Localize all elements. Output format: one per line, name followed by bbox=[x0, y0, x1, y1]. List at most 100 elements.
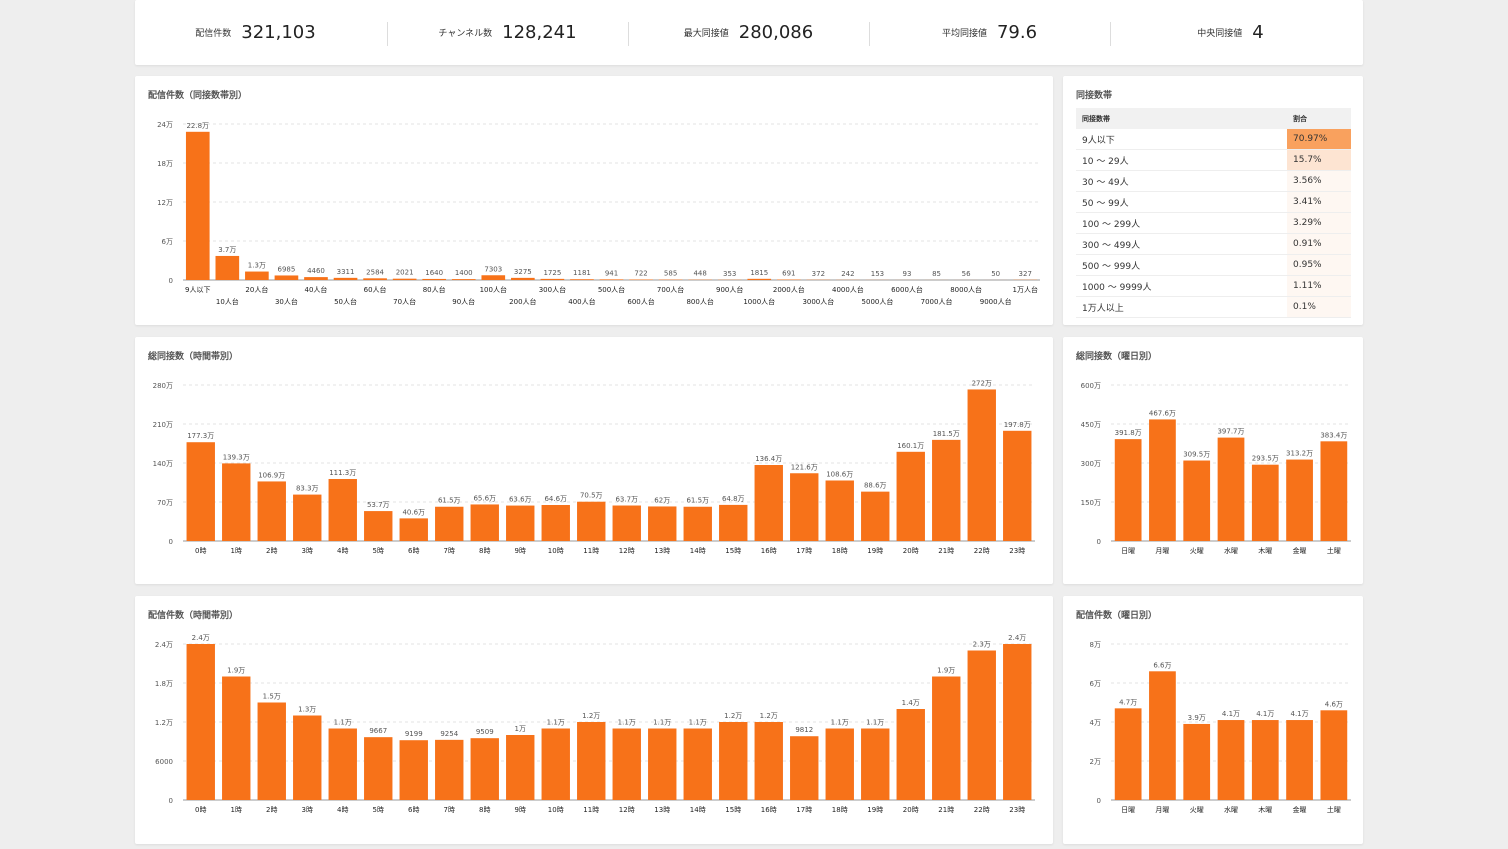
data-label: 1.3万 bbox=[248, 262, 266, 270]
bar bbox=[293, 494, 322, 541]
data-label: 372 bbox=[812, 270, 825, 278]
bar bbox=[506, 505, 535, 541]
chart-title: 総同接数（時間帯別） bbox=[148, 352, 239, 362]
bar bbox=[245, 271, 269, 280]
y-tick-label: 1.2万 bbox=[155, 719, 173, 727]
kpi-value: 79.6 bbox=[996, 22, 1038, 43]
x-tick-label: 13時 bbox=[654, 547, 670, 555]
x-tick-label: 土曜 bbox=[1327, 546, 1341, 555]
data-label: 4.6万 bbox=[1325, 700, 1343, 708]
kpi-max-viewers: 最大同接値 280,086 bbox=[628, 0, 869, 65]
bar bbox=[570, 279, 594, 280]
data-label: 1815 bbox=[750, 269, 768, 277]
bar bbox=[1149, 671, 1176, 800]
kpi-value: 4 bbox=[1252, 22, 1264, 43]
bar bbox=[470, 504, 499, 541]
dist-bar-chart: 0 6万 12万 18万 24万 22.8万 9人以下 3.7万 10人台 1.3万 20人台 698… bbox=[157, 121, 1040, 306]
band-cell: 1000 ～ 9999人 bbox=[1076, 275, 1287, 297]
data-label: 448 bbox=[693, 270, 706, 278]
x-tick-label: 16時 bbox=[761, 547, 777, 555]
data-label: 1.1万 bbox=[334, 719, 352, 727]
y-tick-label: 8万 bbox=[1090, 641, 1101, 649]
bar bbox=[790, 736, 819, 800]
kpi-label: チャンネル数 bbox=[438, 29, 493, 39]
bar bbox=[185, 131, 210, 280]
x-tick-label: 30人台 bbox=[275, 297, 298, 306]
x-tick-label: 土曜 bbox=[1327, 805, 1341, 814]
data-label: 1.1万 bbox=[547, 719, 565, 727]
data-label: 56 bbox=[962, 270, 971, 278]
x-tick-label: 18時 bbox=[832, 547, 848, 555]
column-header-share[interactable]: 割合 bbox=[1287, 108, 1351, 129]
bar bbox=[363, 278, 387, 280]
x-tick-label: 9000人台 bbox=[980, 297, 1012, 306]
kpi-channel-count: チャンネル数 128,241 bbox=[387, 0, 628, 65]
bar bbox=[540, 278, 565, 280]
data-label: 1.4万 bbox=[902, 699, 920, 707]
data-label: 64.6万 bbox=[544, 495, 567, 503]
kpi-stream-count: 配信件数 321,103 bbox=[135, 0, 376, 65]
bar bbox=[577, 722, 606, 800]
data-label: 242 bbox=[841, 270, 854, 278]
x-tick-label: 木曜 bbox=[1258, 805, 1272, 814]
hour-viewers-bar-chart: 0 70万 140万 210万 280万 177.3万 0時 139.3万 1時 106.9万 2時… bbox=[153, 379, 1035, 555]
data-label: 9509 bbox=[476, 728, 494, 736]
x-tick-label: 3時 bbox=[302, 806, 313, 814]
y-tick-label: 18万 bbox=[157, 160, 173, 168]
data-label: 53.7万 bbox=[367, 501, 390, 509]
bar bbox=[399, 518, 428, 541]
bar bbox=[612, 728, 641, 800]
data-label: 9667 bbox=[369, 727, 387, 735]
data-label: 61.5万 bbox=[438, 497, 461, 505]
data-label: 1.1万 bbox=[689, 719, 707, 727]
x-tick-label: 4時 bbox=[337, 806, 348, 814]
chart-title: 総同接数（曜日別） bbox=[1076, 352, 1158, 362]
x-tick-label: 9時 bbox=[515, 547, 526, 555]
x-tick-label: 14時 bbox=[690, 547, 706, 555]
data-label: 309.5万 bbox=[1183, 451, 1210, 459]
dow-viewers-chart-card: 総同接数（曜日別） 0 150万 300万 450万 600万 391.8万 日曜 467.6… bbox=[1063, 337, 1363, 584]
bar bbox=[967, 389, 996, 541]
bar bbox=[328, 478, 357, 541]
data-label: 108.6万 bbox=[826, 470, 853, 478]
share-cell: 3.56% bbox=[1287, 170, 1351, 192]
bar bbox=[1320, 710, 1348, 800]
data-label: 1万 bbox=[515, 725, 526, 733]
x-tick-label: 10時 bbox=[548, 806, 564, 814]
bar bbox=[1217, 437, 1245, 541]
share-cell: 70.97% bbox=[1287, 129, 1351, 150]
chart-title: 配信件数（同接数帯別） bbox=[148, 91, 248, 101]
data-label: 293.5万 bbox=[1252, 455, 1279, 463]
data-label: 9254 bbox=[440, 730, 458, 738]
data-label: 1.9万 bbox=[227, 667, 245, 675]
kpi-label: 平均同接値 bbox=[941, 29, 987, 39]
bar bbox=[364, 737, 393, 800]
x-tick-label: 21時 bbox=[938, 806, 954, 814]
band-cell: 500 ～ 999人 bbox=[1076, 254, 1287, 276]
bar bbox=[1320, 441, 1348, 541]
data-label: 2.4万 bbox=[192, 634, 210, 642]
data-label: 1181 bbox=[573, 269, 591, 277]
column-header-band[interactable]: 同接数帯 bbox=[1076, 108, 1287, 129]
data-label: 1.1万 bbox=[866, 719, 884, 727]
bar bbox=[222, 676, 251, 800]
data-label: 6985 bbox=[278, 265, 296, 273]
x-tick-label: 5000人台 bbox=[862, 297, 894, 306]
kpi-median-viewers: 中央同接値 4 bbox=[1110, 0, 1351, 65]
data-label: 9812 bbox=[795, 726, 813, 734]
x-tick-label: 10時 bbox=[548, 547, 564, 555]
x-tick-label: 2時 bbox=[266, 806, 277, 814]
bar bbox=[747, 278, 772, 280]
share-cell: 3.29% bbox=[1287, 212, 1351, 234]
x-tick-label: 17時 bbox=[796, 547, 812, 555]
x-tick-label: 8時 bbox=[479, 547, 490, 555]
x-tick-label: 20時 bbox=[903, 806, 919, 814]
x-tick-label: 19時 bbox=[867, 806, 883, 814]
band-cell: 300 ～ 499人 bbox=[1076, 233, 1287, 255]
x-tick-label: 4000人台 bbox=[832, 285, 864, 294]
bar bbox=[932, 676, 961, 800]
x-tick-label: 200人台 bbox=[509, 297, 536, 306]
x-tick-label: 金曜 bbox=[1293, 805, 1307, 814]
data-label: 1.1万 bbox=[653, 719, 671, 727]
x-tick-label: 22時 bbox=[974, 547, 990, 555]
